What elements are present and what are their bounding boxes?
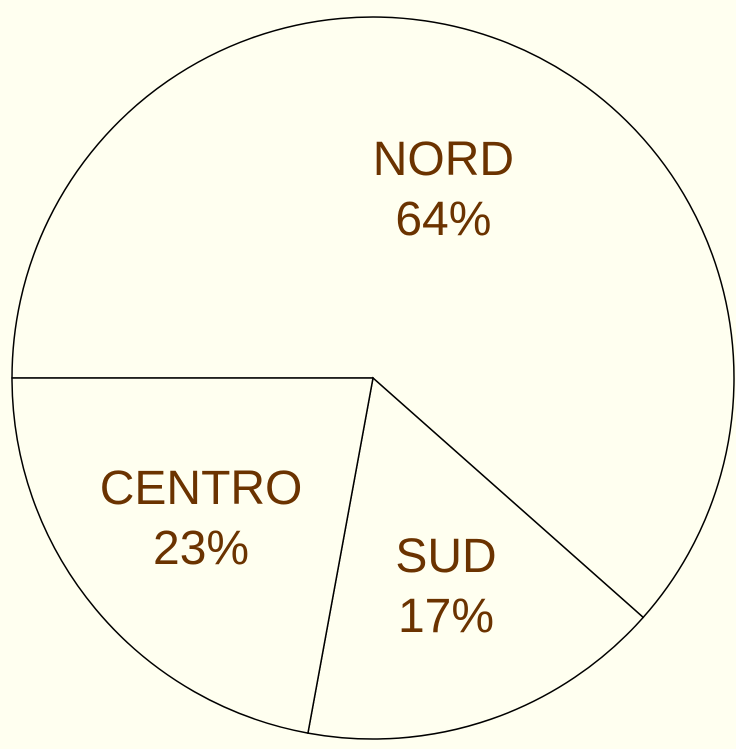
slice-label: NORD	[373, 133, 514, 186]
slice-label: SUD	[395, 530, 496, 583]
slice-label: CENTRO	[100, 462, 303, 515]
pie-slice	[11, 377, 374, 734]
slice-value-label: 64%	[395, 193, 491, 246]
pie-slice	[307, 376, 645, 740]
slice-value-label: 17%	[398, 590, 494, 643]
slice-value-label: 23%	[153, 522, 249, 575]
pie-slice	[11, 16, 735, 619]
